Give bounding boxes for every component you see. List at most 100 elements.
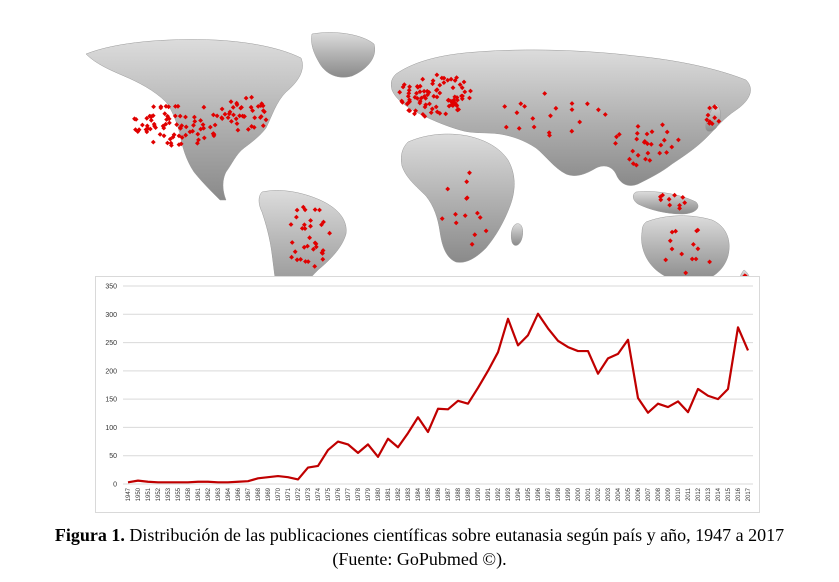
map-marker: [453, 102, 459, 108]
x-tick-label: 2009: [666, 487, 672, 501]
map-marker: [212, 122, 218, 128]
map-marker: [161, 125, 167, 131]
x-tick-label: 1947: [126, 487, 132, 501]
map-marker: [258, 103, 264, 109]
map-marker: [144, 123, 150, 129]
y-tick-label: 300: [105, 312, 117, 319]
map-marker: [503, 124, 509, 130]
map-marker: [196, 137, 201, 143]
chart-frame: [95, 276, 760, 513]
map-marker: [292, 249, 298, 255]
map-marker: [176, 133, 182, 139]
map-marker: [195, 131, 201, 137]
map-marker: [250, 108, 256, 114]
x-tick-label: 2016: [736, 487, 742, 501]
map-marker: [313, 244, 319, 250]
map-marker: [404, 101, 410, 107]
x-tick-label: 1953: [166, 487, 172, 501]
map-marker: [694, 228, 700, 234]
map-marker: [414, 95, 420, 101]
x-tick-label: 1969: [266, 487, 272, 501]
map-marker: [469, 241, 475, 247]
y-tick-label: 100: [105, 425, 117, 432]
map-marker: [434, 94, 440, 100]
map-marker: [226, 111, 232, 117]
map-marker: [643, 156, 648, 162]
x-tick-label: 1971: [286, 487, 292, 501]
map-marker: [645, 150, 651, 156]
map-marker: [477, 215, 483, 220]
map-marker: [420, 111, 426, 117]
x-tick-label: 2008: [656, 487, 662, 501]
map-marker: [289, 254, 295, 260]
map-marker: [467, 95, 472, 101]
map-marker: [472, 232, 478, 238]
map-marker: [162, 111, 168, 117]
caption-text: Distribución de las publicaciones cientí…: [129, 525, 785, 545]
map-marker: [307, 235, 313, 241]
x-tick-label: 1977: [346, 487, 352, 501]
map-marker: [429, 106, 435, 112]
x-tick-label: 1997: [546, 487, 552, 501]
x-tick-label: 1963: [216, 487, 222, 501]
map-marker: [258, 114, 264, 119]
x-tick-label: 1974: [316, 487, 322, 501]
x-tick-label: 2000: [576, 487, 582, 501]
x-tick-label: 1950: [136, 487, 142, 501]
x-tick-label: 1990: [476, 487, 482, 501]
map-marker: [483, 228, 489, 234]
map-marker: [312, 263, 318, 269]
x-tick-label: 1988: [456, 487, 462, 501]
map-marker: [166, 104, 172, 110]
x-tick-label: 2017: [746, 487, 752, 501]
map-marker: [240, 113, 246, 119]
map-marker: [260, 123, 266, 129]
x-tick-label: 1985: [426, 487, 432, 501]
map-marker: [707, 259, 713, 265]
map-marker: [219, 106, 225, 112]
map-marker: [214, 113, 220, 119]
map-marker: [502, 104, 508, 109]
x-tick-label: 1989: [466, 487, 472, 501]
y-tick-label: 350: [105, 284, 117, 291]
map-marker: [431, 93, 437, 99]
map-marker: [225, 115, 231, 121]
x-tick-label: 2012: [696, 487, 702, 501]
map-marker: [231, 112, 236, 118]
x-tick-label: 2011: [686, 487, 692, 501]
map-marker: [172, 103, 178, 109]
y-tick-label: 150: [105, 397, 117, 404]
x-tick-label: 1984: [416, 487, 422, 501]
map-marker: [406, 90, 412, 96]
x-tick-label: 2003: [606, 487, 612, 501]
y-tick-label: 200: [105, 368, 117, 375]
map-marker: [168, 142, 174, 148]
x-tick-label: 2010: [676, 487, 682, 501]
x-tick-label: 1993: [506, 487, 512, 501]
map-marker: [183, 132, 189, 138]
x-tick-label: 1979: [366, 487, 372, 501]
map-marker: [417, 89, 423, 95]
caption-source: (Fuente: GoPubmed ©).: [332, 549, 507, 569]
map-marker: [327, 230, 333, 236]
map-marker: [426, 89, 432, 95]
x-tick-label: 1976: [336, 487, 342, 501]
x-tick-label: 2006: [636, 487, 642, 501]
map-marker: [677, 205, 683, 211]
x-tick-label: 1955: [176, 487, 182, 501]
map-marker: [446, 97, 452, 103]
map-marker: [245, 126, 251, 132]
map-marker: [421, 93, 427, 99]
caption-label: Figura 1.: [54, 525, 125, 545]
x-tick-label: 2007: [646, 487, 652, 501]
x-tick-label: 1978: [356, 487, 362, 501]
africa: [401, 133, 515, 263]
map-marker: [147, 126, 153, 132]
map-marker: [453, 211, 458, 217]
map-marker: [239, 104, 244, 110]
map-marker: [462, 213, 468, 219]
map-marker: [673, 228, 679, 234]
map-marker: [234, 102, 240, 108]
x-tick-label: 1964: [226, 487, 232, 501]
